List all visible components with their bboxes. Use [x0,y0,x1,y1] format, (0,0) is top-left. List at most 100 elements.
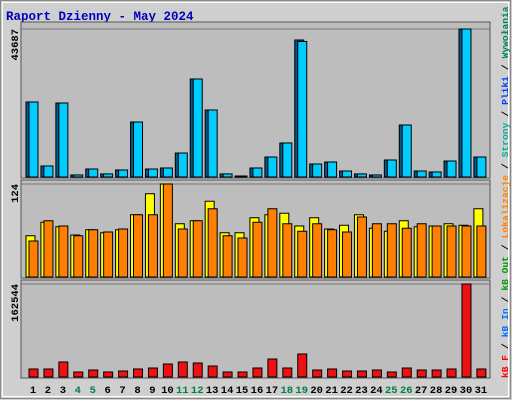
bar [401,124,412,178]
bar [88,229,99,278]
legend-separator: / [500,343,511,349]
bar [162,183,173,278]
bar [252,167,263,178]
legend-entry: kB F [500,355,511,378]
legend-entry: Pliki [500,76,511,105]
bar [356,173,367,178]
bar [43,220,54,278]
bar [327,229,338,278]
bar [162,167,173,178]
bar [222,235,233,278]
x-tick-label: 5 [90,385,96,397]
bar [222,173,233,178]
bar [237,371,248,378]
x-tick-label: 26 [400,385,413,397]
bar [371,223,382,278]
legend: kB F / kB In / kB Out / Lokalizacje / Strony / Pli… [500,6,511,378]
bar [312,369,323,378]
bar [476,156,487,178]
bar [147,214,158,278]
plot-area [20,21,491,179]
x-tick-label: 17 [266,385,279,397]
bar [297,40,308,178]
bar [237,175,248,178]
bar [431,225,442,278]
bar [73,235,84,278]
bar [58,102,69,178]
bar [103,231,114,278]
bar [133,214,144,278]
bar [297,353,308,378]
x-tick-label: 1 [30,385,36,397]
y-tick-label: 43687 [10,29,22,61]
x-tick-label: 18 [281,385,294,397]
bar [476,368,487,378]
x-tick-label: 31 [475,385,488,397]
bar [282,367,293,378]
bar [43,368,54,378]
bar [476,225,487,278]
bar [312,163,323,178]
bar [371,369,382,378]
legend-entry: Wywołania [500,6,511,58]
x-tick-label: 8 [134,385,140,397]
x-tick-label: 28 [430,385,443,397]
bar [73,371,84,378]
legend-separator: / [500,244,511,250]
bar [207,365,218,378]
bar [192,78,203,178]
frame-bevel [2,2,509,397]
y-tick-label: 162544 [10,284,22,322]
x-tick-label: 22 [340,385,353,397]
x-tick-label: 14 [221,385,234,397]
bar [103,173,114,178]
bar [401,227,412,278]
x-tick-label: 6 [104,385,110,397]
bar [28,240,39,278]
bar [342,170,353,178]
bar [118,169,129,178]
bar [162,363,173,378]
x-tick-label: 3 [60,385,66,397]
bar [386,371,397,378]
legend-separator: / [500,111,511,117]
bar [371,174,382,178]
x-tick-label: 19 [295,385,308,397]
x-tick-label: 2 [45,385,51,397]
bar [431,369,442,378]
x-tick-label: 7 [119,385,125,397]
x-tick-label: 10 [161,385,174,397]
x-tick-label: 30 [460,385,473,397]
bar [416,170,427,178]
bar [312,223,323,278]
legend-entry: Lokalizacje [500,175,511,239]
bar [177,228,188,278]
bar [43,165,54,178]
x-tick-label: 12 [191,385,204,397]
bar [431,171,442,178]
bar [267,358,278,378]
chart-title: Raport Dzienny - May 2024 [6,10,194,24]
bar [282,142,293,178]
x-tick-label: 11 [176,385,189,397]
legend-entry: kB Out [500,256,511,291]
bar [192,362,203,378]
legend-separator: / [500,64,511,70]
bar [207,109,218,178]
bar [58,361,69,378]
bar [267,156,278,178]
bar [446,368,457,378]
bar [416,369,427,378]
x-tick-label: 15 [236,385,249,397]
bar [342,231,353,278]
bar [133,368,144,378]
bar [103,371,114,378]
x-tick-label: 24 [370,385,383,397]
bar [118,370,129,378]
bar [192,220,203,278]
bar [147,168,158,178]
bar [461,283,472,378]
bar [446,225,457,278]
bar [252,221,263,278]
